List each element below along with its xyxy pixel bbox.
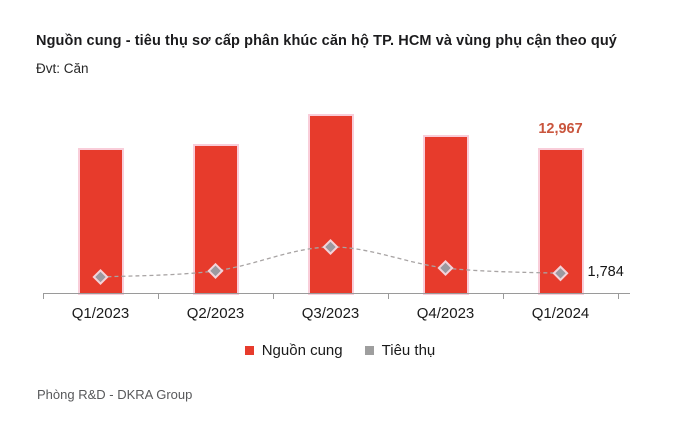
legend-item-nguon-cung: Nguồn cung [244,342,343,359]
x-axis-label-q1-2023: Q1/2023 [71,305,130,322]
source-label: Phòng R&D - DKRA Group [37,387,193,402]
consumption-data-label: 1,784 [587,264,624,280]
axis-tick [618,294,619,299]
bar-q1-2023 [79,150,122,293]
axis-tick [158,294,159,299]
bar-q4-2023 [424,137,467,293]
legend-item-tieu-thu: Tiêu thụ [364,342,436,359]
x-axis-label-q1-2024: Q1/2024 [531,305,590,322]
bar-q1-2024 [539,150,582,293]
unit-label: Đvt: Căn [36,61,89,76]
bar-q2-2023 [194,146,237,293]
axis-tick [503,294,504,299]
bar-q3-2023 [309,116,352,293]
legend-swatch-nguon-cung [244,346,254,355]
axis-tick [388,294,389,299]
legend-label-tieu-thu: Tiêu thụ [381,342,436,359]
legend-swatch-tieu-thu [364,346,374,355]
supply-data-label: 12,967 [538,121,583,137]
axis-tick [273,294,274,299]
x-axis-label-q4-2023: Q4/2023 [416,305,475,322]
x-axis-label-q3-2023: Q3/2023 [301,305,360,322]
axis-tick [43,294,44,299]
chart-title: Nguồn cung - tiêu thụ sơ cấp phân khúc c… [36,33,617,49]
legend-label-nguon-cung: Nguồn cung [261,342,343,359]
x-axis-line [43,293,630,294]
x-axis-label-q2-2023: Q2/2023 [186,305,245,322]
legend: Nguồn cung Tiêu thụ [0,342,680,359]
